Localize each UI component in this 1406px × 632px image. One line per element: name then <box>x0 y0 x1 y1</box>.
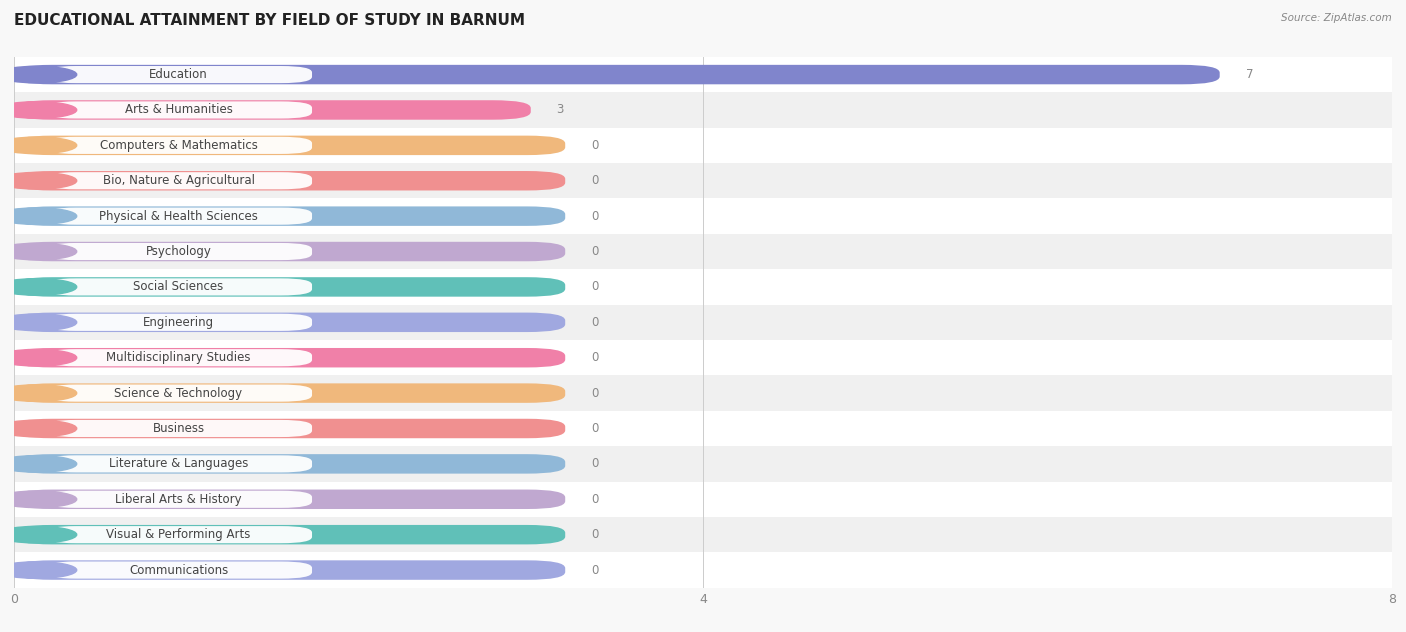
FancyBboxPatch shape <box>14 163 1392 198</box>
FancyBboxPatch shape <box>45 101 312 119</box>
Text: 0: 0 <box>591 564 599 576</box>
Text: 0: 0 <box>591 493 599 506</box>
Text: 0: 0 <box>591 422 599 435</box>
Circle shape <box>0 420 77 437</box>
FancyBboxPatch shape <box>45 313 312 331</box>
Text: Bio, Nature & Agricultural: Bio, Nature & Agricultural <box>103 174 254 187</box>
Circle shape <box>0 137 77 154</box>
Text: Arts & Humanities: Arts & Humanities <box>125 104 232 116</box>
Text: Multidisciplinary Studies: Multidisciplinary Studies <box>107 351 250 364</box>
Text: 0: 0 <box>591 351 599 364</box>
Text: Social Sciences: Social Sciences <box>134 281 224 293</box>
Text: Computers & Mathematics: Computers & Mathematics <box>100 139 257 152</box>
FancyBboxPatch shape <box>45 420 312 437</box>
Circle shape <box>0 456 77 472</box>
FancyBboxPatch shape <box>45 490 312 508</box>
FancyBboxPatch shape <box>45 207 312 225</box>
Text: Psychology: Psychology <box>146 245 211 258</box>
FancyBboxPatch shape <box>14 57 1392 92</box>
FancyBboxPatch shape <box>14 171 565 190</box>
Text: Liberal Arts & History: Liberal Arts & History <box>115 493 242 506</box>
FancyBboxPatch shape <box>45 172 312 190</box>
Text: Visual & Performing Arts: Visual & Performing Arts <box>107 528 250 541</box>
FancyBboxPatch shape <box>45 66 312 83</box>
Circle shape <box>0 491 77 507</box>
Text: Business: Business <box>152 422 205 435</box>
Text: 0: 0 <box>591 139 599 152</box>
Text: 0: 0 <box>591 316 599 329</box>
Circle shape <box>0 385 77 401</box>
Text: Communications: Communications <box>129 564 228 576</box>
Circle shape <box>0 349 77 366</box>
FancyBboxPatch shape <box>14 411 1392 446</box>
FancyBboxPatch shape <box>14 128 1392 163</box>
FancyBboxPatch shape <box>14 313 565 332</box>
Text: Physical & Health Sciences: Physical & Health Sciences <box>98 210 257 222</box>
Text: Source: ZipAtlas.com: Source: ZipAtlas.com <box>1281 13 1392 23</box>
Text: 7: 7 <box>1246 68 1253 81</box>
FancyBboxPatch shape <box>14 517 1392 552</box>
Text: Science & Technology: Science & Technology <box>114 387 243 399</box>
FancyBboxPatch shape <box>14 136 565 155</box>
FancyBboxPatch shape <box>14 65 1219 84</box>
FancyBboxPatch shape <box>45 526 312 544</box>
FancyBboxPatch shape <box>14 384 565 403</box>
FancyBboxPatch shape <box>14 305 1392 340</box>
Text: 0: 0 <box>591 528 599 541</box>
FancyBboxPatch shape <box>14 446 1392 482</box>
Text: Literature & Languages: Literature & Languages <box>108 458 249 470</box>
FancyBboxPatch shape <box>14 277 565 296</box>
FancyBboxPatch shape <box>45 384 312 402</box>
Text: 0: 0 <box>591 210 599 222</box>
Text: EDUCATIONAL ATTAINMENT BY FIELD OF STUDY IN BARNUM: EDUCATIONAL ATTAINMENT BY FIELD OF STUDY… <box>14 13 524 28</box>
FancyBboxPatch shape <box>45 137 312 154</box>
Circle shape <box>0 526 77 543</box>
FancyBboxPatch shape <box>14 561 565 580</box>
Circle shape <box>0 102 77 118</box>
FancyBboxPatch shape <box>14 269 1392 305</box>
FancyBboxPatch shape <box>14 242 565 261</box>
FancyBboxPatch shape <box>45 349 312 367</box>
Circle shape <box>0 562 77 578</box>
FancyBboxPatch shape <box>14 482 1392 517</box>
Text: 0: 0 <box>591 245 599 258</box>
Text: 3: 3 <box>557 104 564 116</box>
FancyBboxPatch shape <box>14 454 565 473</box>
FancyBboxPatch shape <box>14 340 1392 375</box>
Circle shape <box>0 314 77 331</box>
FancyBboxPatch shape <box>14 375 1392 411</box>
Circle shape <box>0 243 77 260</box>
Text: 0: 0 <box>591 387 599 399</box>
Circle shape <box>0 173 77 189</box>
FancyBboxPatch shape <box>14 525 565 544</box>
FancyBboxPatch shape <box>45 243 312 260</box>
Circle shape <box>0 66 77 83</box>
FancyBboxPatch shape <box>45 278 312 296</box>
Text: 0: 0 <box>591 281 599 293</box>
Circle shape <box>0 279 77 295</box>
FancyBboxPatch shape <box>14 198 1392 234</box>
Circle shape <box>0 208 77 224</box>
Text: Education: Education <box>149 68 208 81</box>
FancyBboxPatch shape <box>14 207 565 226</box>
FancyBboxPatch shape <box>14 490 565 509</box>
FancyBboxPatch shape <box>14 100 531 119</box>
FancyBboxPatch shape <box>14 92 1392 128</box>
FancyBboxPatch shape <box>14 234 1392 269</box>
FancyBboxPatch shape <box>14 419 565 438</box>
FancyBboxPatch shape <box>14 348 565 367</box>
FancyBboxPatch shape <box>45 455 312 473</box>
FancyBboxPatch shape <box>45 561 312 579</box>
FancyBboxPatch shape <box>14 552 1392 588</box>
Text: Engineering: Engineering <box>143 316 214 329</box>
Text: 0: 0 <box>591 174 599 187</box>
Text: 0: 0 <box>591 458 599 470</box>
